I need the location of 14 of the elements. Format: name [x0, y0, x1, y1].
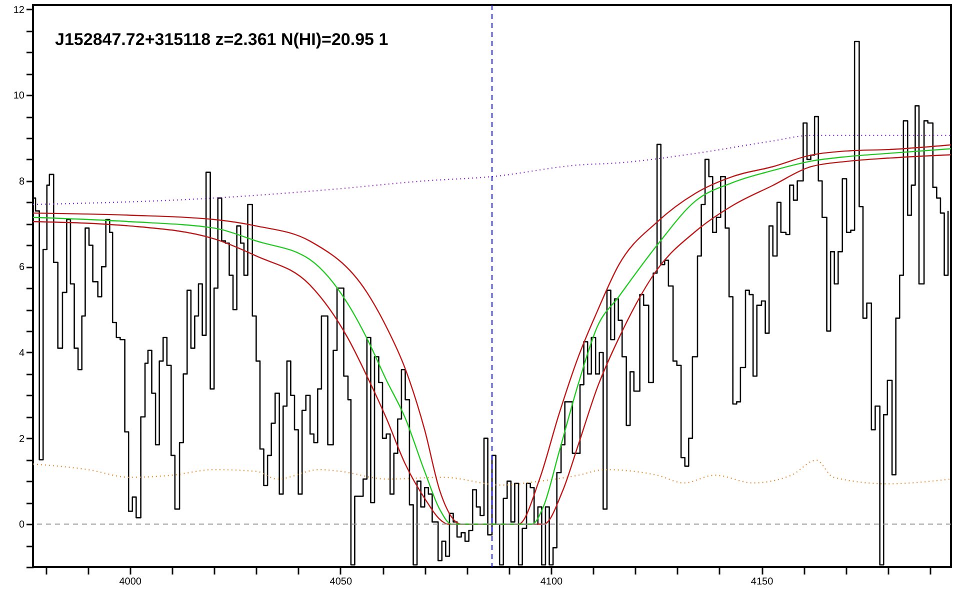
y-tick-label: 4 [18, 348, 25, 359]
y-tick-label: 6 [18, 262, 25, 274]
y-tick-label: 0 [18, 520, 25, 531]
x-tick-label: 4000 [119, 576, 142, 588]
x-tick-label: 4100 [540, 576, 564, 588]
y-tick-label: 10 [13, 90, 25, 102]
line-series [33, 460, 951, 486]
line-series [33, 134, 951, 206]
y-tick-label: 2 [18, 434, 25, 445]
x-tick-label: 4150 [750, 576, 774, 588]
x-tick-label: 4050 [330, 576, 352, 588]
y-tick-label: 8 [18, 176, 25, 188]
y-tick-label: 12 [13, 4, 25, 16]
annotation: J152847.72+315118 z=2.361 N(HI)=20.95 1 [55, 30, 388, 49]
